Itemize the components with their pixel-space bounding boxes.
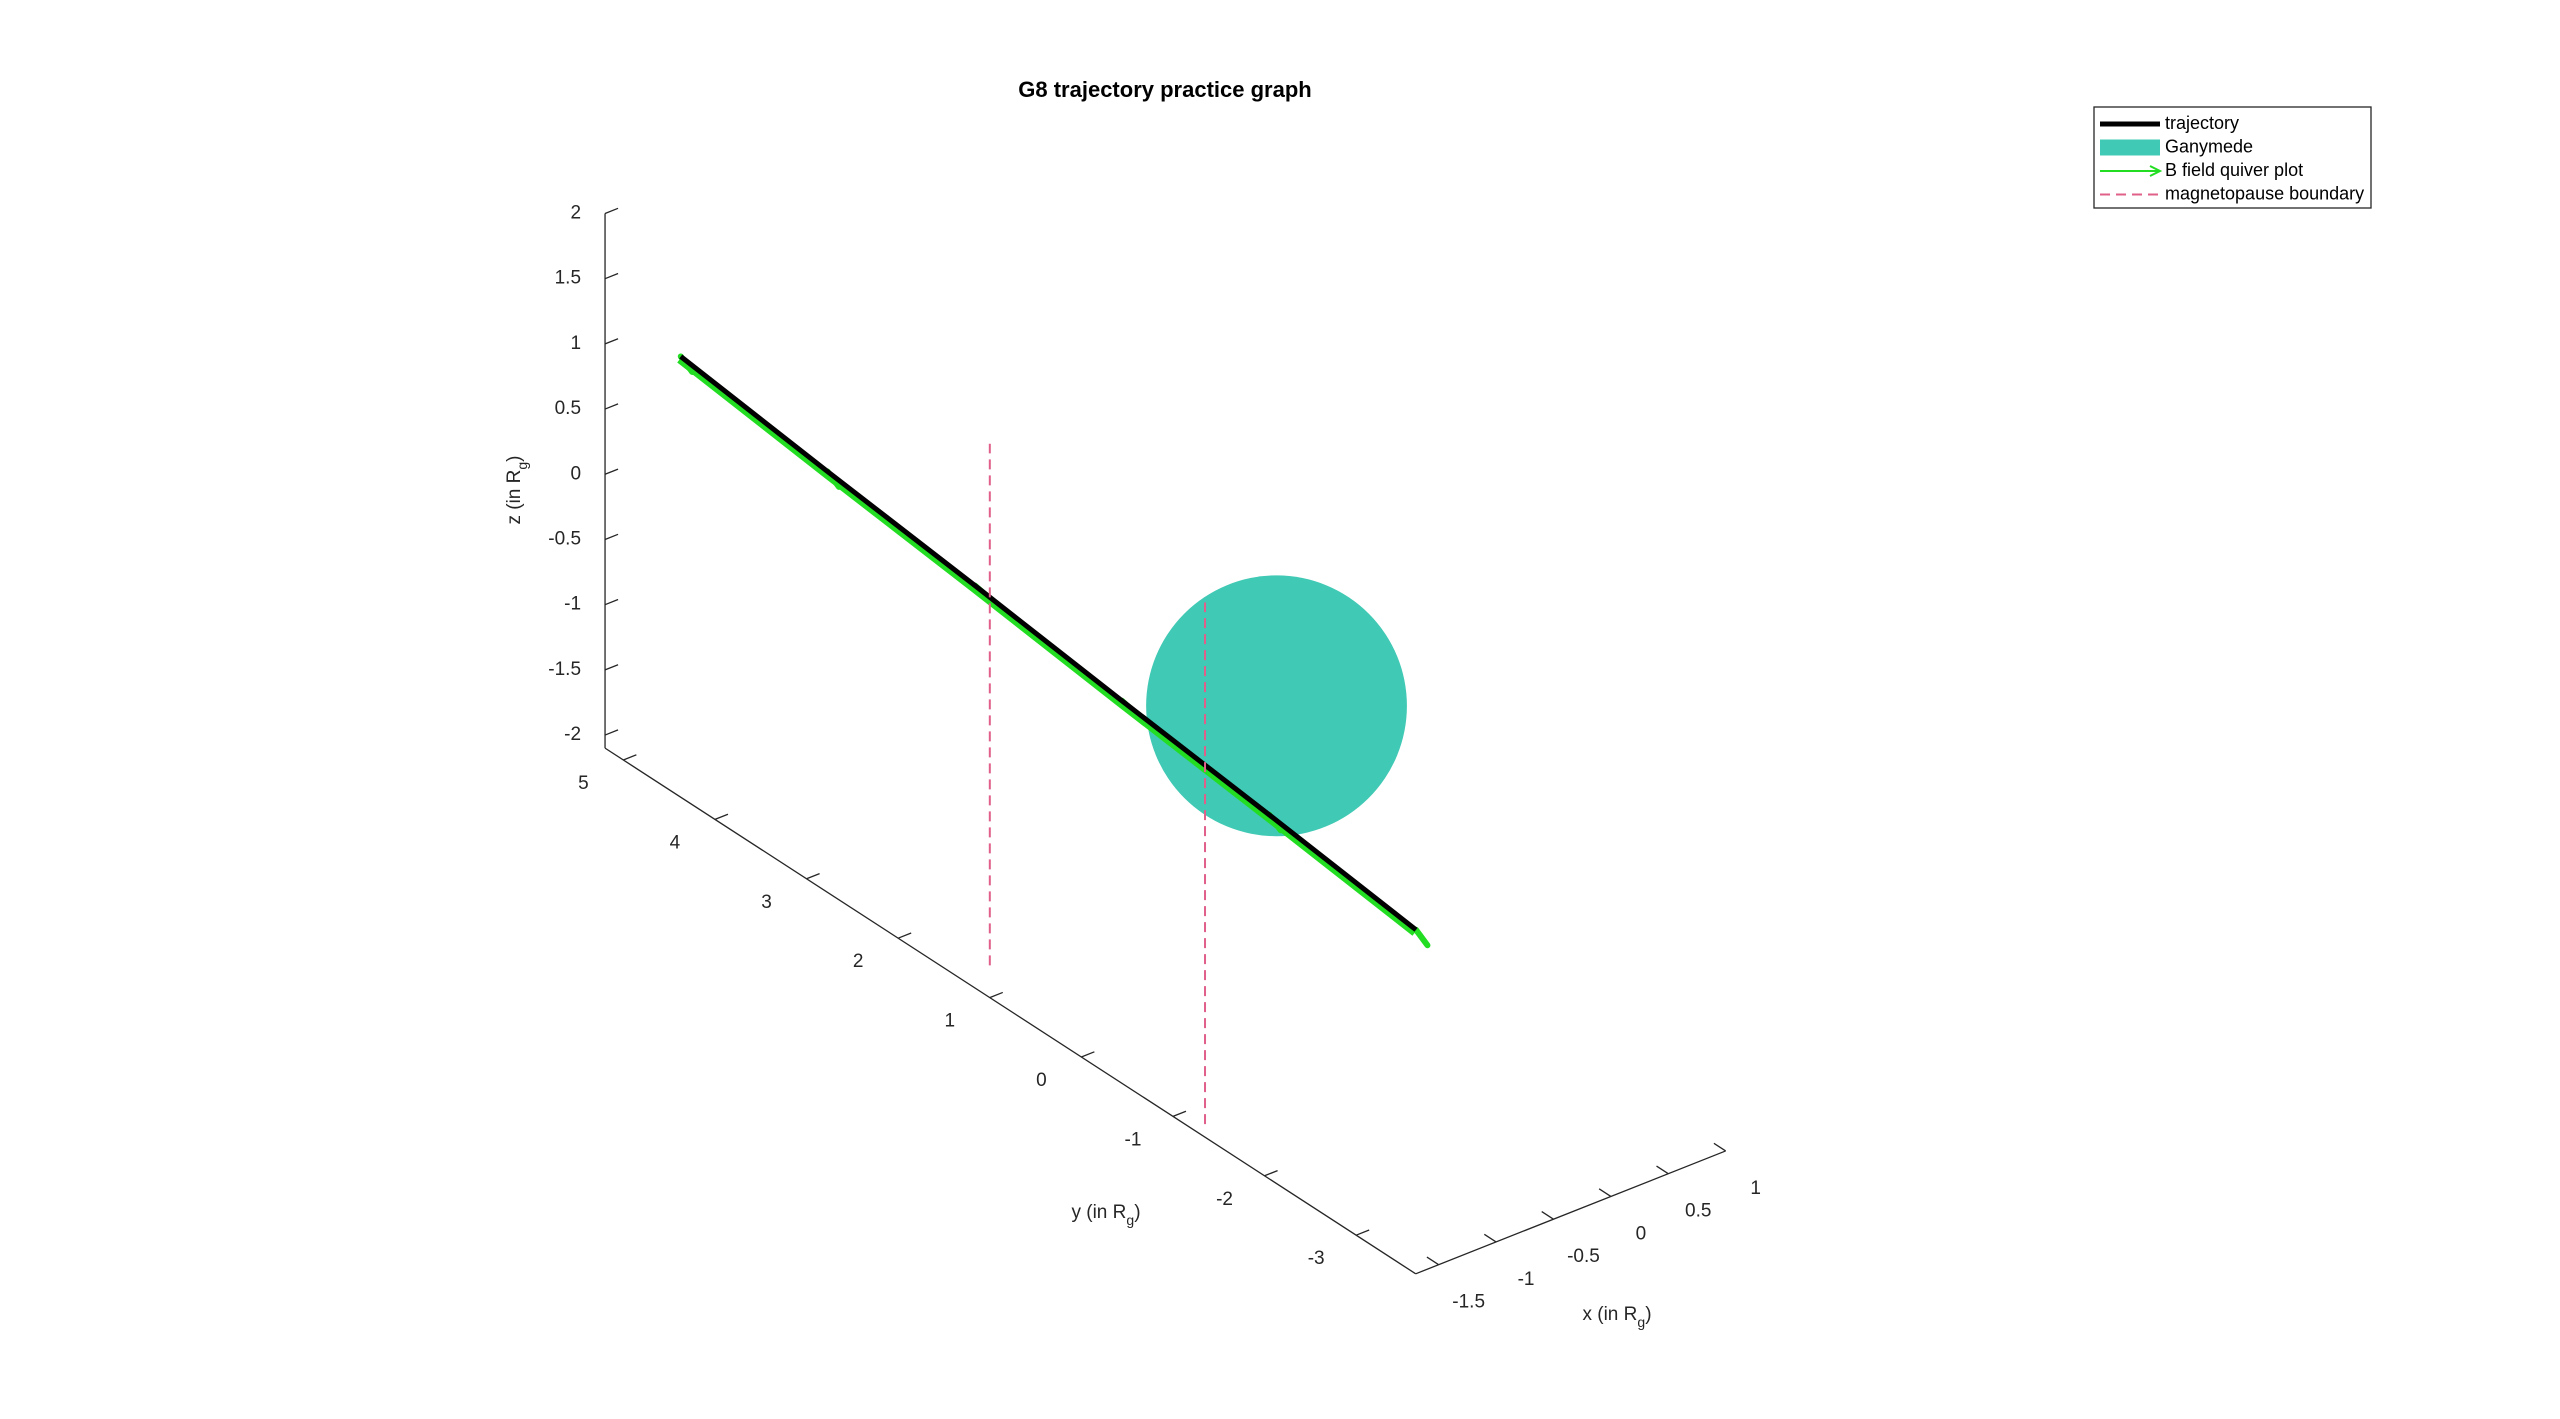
ylabel-part: y (in R: [1071, 1202, 1126, 1223]
xlabel-part: g: [1637, 1314, 1645, 1330]
x-axis: [1415, 1150, 1726, 1275]
y-tick-label: 1: [944, 1011, 955, 1032]
zlabel-part: g: [514, 462, 530, 470]
y-tick: [1081, 1051, 1095, 1058]
z-tick: [604, 403, 619, 410]
xlabel-part: x (in R: [1582, 1304, 1637, 1325]
z-tick-label: 0.5: [555, 398, 581, 419]
x-tick-label: -1: [1518, 1269, 1535, 1290]
zlabel-part: ): [504, 455, 525, 461]
z-tick-label: 1: [570, 333, 581, 354]
y-tick-label: 3: [761, 892, 772, 913]
y-tick-label: -1: [1125, 1129, 1142, 1150]
quiver-band: [677, 358, 1416, 936]
legend-label: B field quiver plot: [2165, 160, 2303, 180]
x-tick-label: 0: [1636, 1223, 1647, 1244]
x-tick: [1426, 1256, 1440, 1266]
z-tick: [604, 338, 619, 345]
z-tick: [604, 272, 619, 280]
legend-swatch: [2100, 139, 2160, 156]
zlabel-part: z (in R: [504, 470, 525, 525]
z-tick-label: -0.5: [548, 528, 581, 549]
z-tick: [604, 468, 619, 475]
y-axis: [604, 747, 1417, 1275]
ylabel-part: g: [1126, 1212, 1134, 1228]
z-tick: [604, 598, 619, 606]
xlabel-part: ): [1645, 1304, 1651, 1325]
z-tick-label: -1: [564, 594, 581, 615]
y-tick: [806, 873, 820, 880]
x-tick-label: 0.5: [1685, 1201, 1711, 1222]
ganymede: [1146, 575, 1407, 837]
xlabel-title: x (in Rg): [1582, 1304, 1651, 1330]
legend-label: Ganymede: [2165, 136, 2253, 156]
zlabel-title: z (in Rg): [504, 455, 530, 524]
x-tick: [1483, 1233, 1497, 1243]
x-tick-label: -0.5: [1567, 1246, 1600, 1267]
ylabel-part: ): [1134, 1202, 1140, 1223]
x-tick: [1598, 1188, 1612, 1197]
chart-title: G8 trajectory practice graph: [1018, 77, 1311, 102]
z-tick: [604, 533, 619, 541]
y-tick: [1355, 1229, 1370, 1236]
x-tick-label: 1: [1750, 1178, 1761, 1199]
x-tick-label: -1.5: [1452, 1292, 1485, 1313]
x-tick: [1541, 1211, 1554, 1220]
y-tick-label: 2: [853, 951, 864, 972]
x-tick: [1713, 1142, 1727, 1152]
z-tick-label: 2: [570, 202, 581, 223]
y-tick-label: 4: [670, 832, 681, 853]
y-tick: [623, 754, 637, 761]
y-tick-label: -3: [1308, 1248, 1325, 1269]
z-tick-label: -1.5: [548, 659, 581, 680]
ylabel-title: y (in Rg): [1071, 1202, 1140, 1228]
legend-label: magnetopause boundary: [2165, 183, 2364, 203]
z-tick: [604, 207, 619, 215]
z-tick: [604, 729, 619, 736]
z-tick-label: 1.5: [555, 268, 581, 289]
quiver-arrow: [1412, 926, 1431, 949]
y-tick-label: 0: [1036, 1070, 1047, 1091]
y-tick: [1172, 1110, 1187, 1117]
x-tick: [1656, 1165, 1669, 1175]
y-tick: [989, 991, 1004, 999]
trajectory: [679, 354, 1418, 932]
y-tick-label: -2: [1216, 1189, 1233, 1210]
legend-label: trajectory: [2165, 113, 2239, 133]
z-tick-label: -2: [564, 724, 581, 745]
y-tick: [1264, 1170, 1278, 1177]
y-tick-label: 5: [578, 773, 589, 794]
z-tick: [604, 664, 619, 671]
z-tick-label: 0: [570, 463, 581, 484]
y-tick: [897, 932, 912, 939]
y-tick: [714, 813, 729, 820]
legend-arrowhead: [2149, 165, 2163, 177]
